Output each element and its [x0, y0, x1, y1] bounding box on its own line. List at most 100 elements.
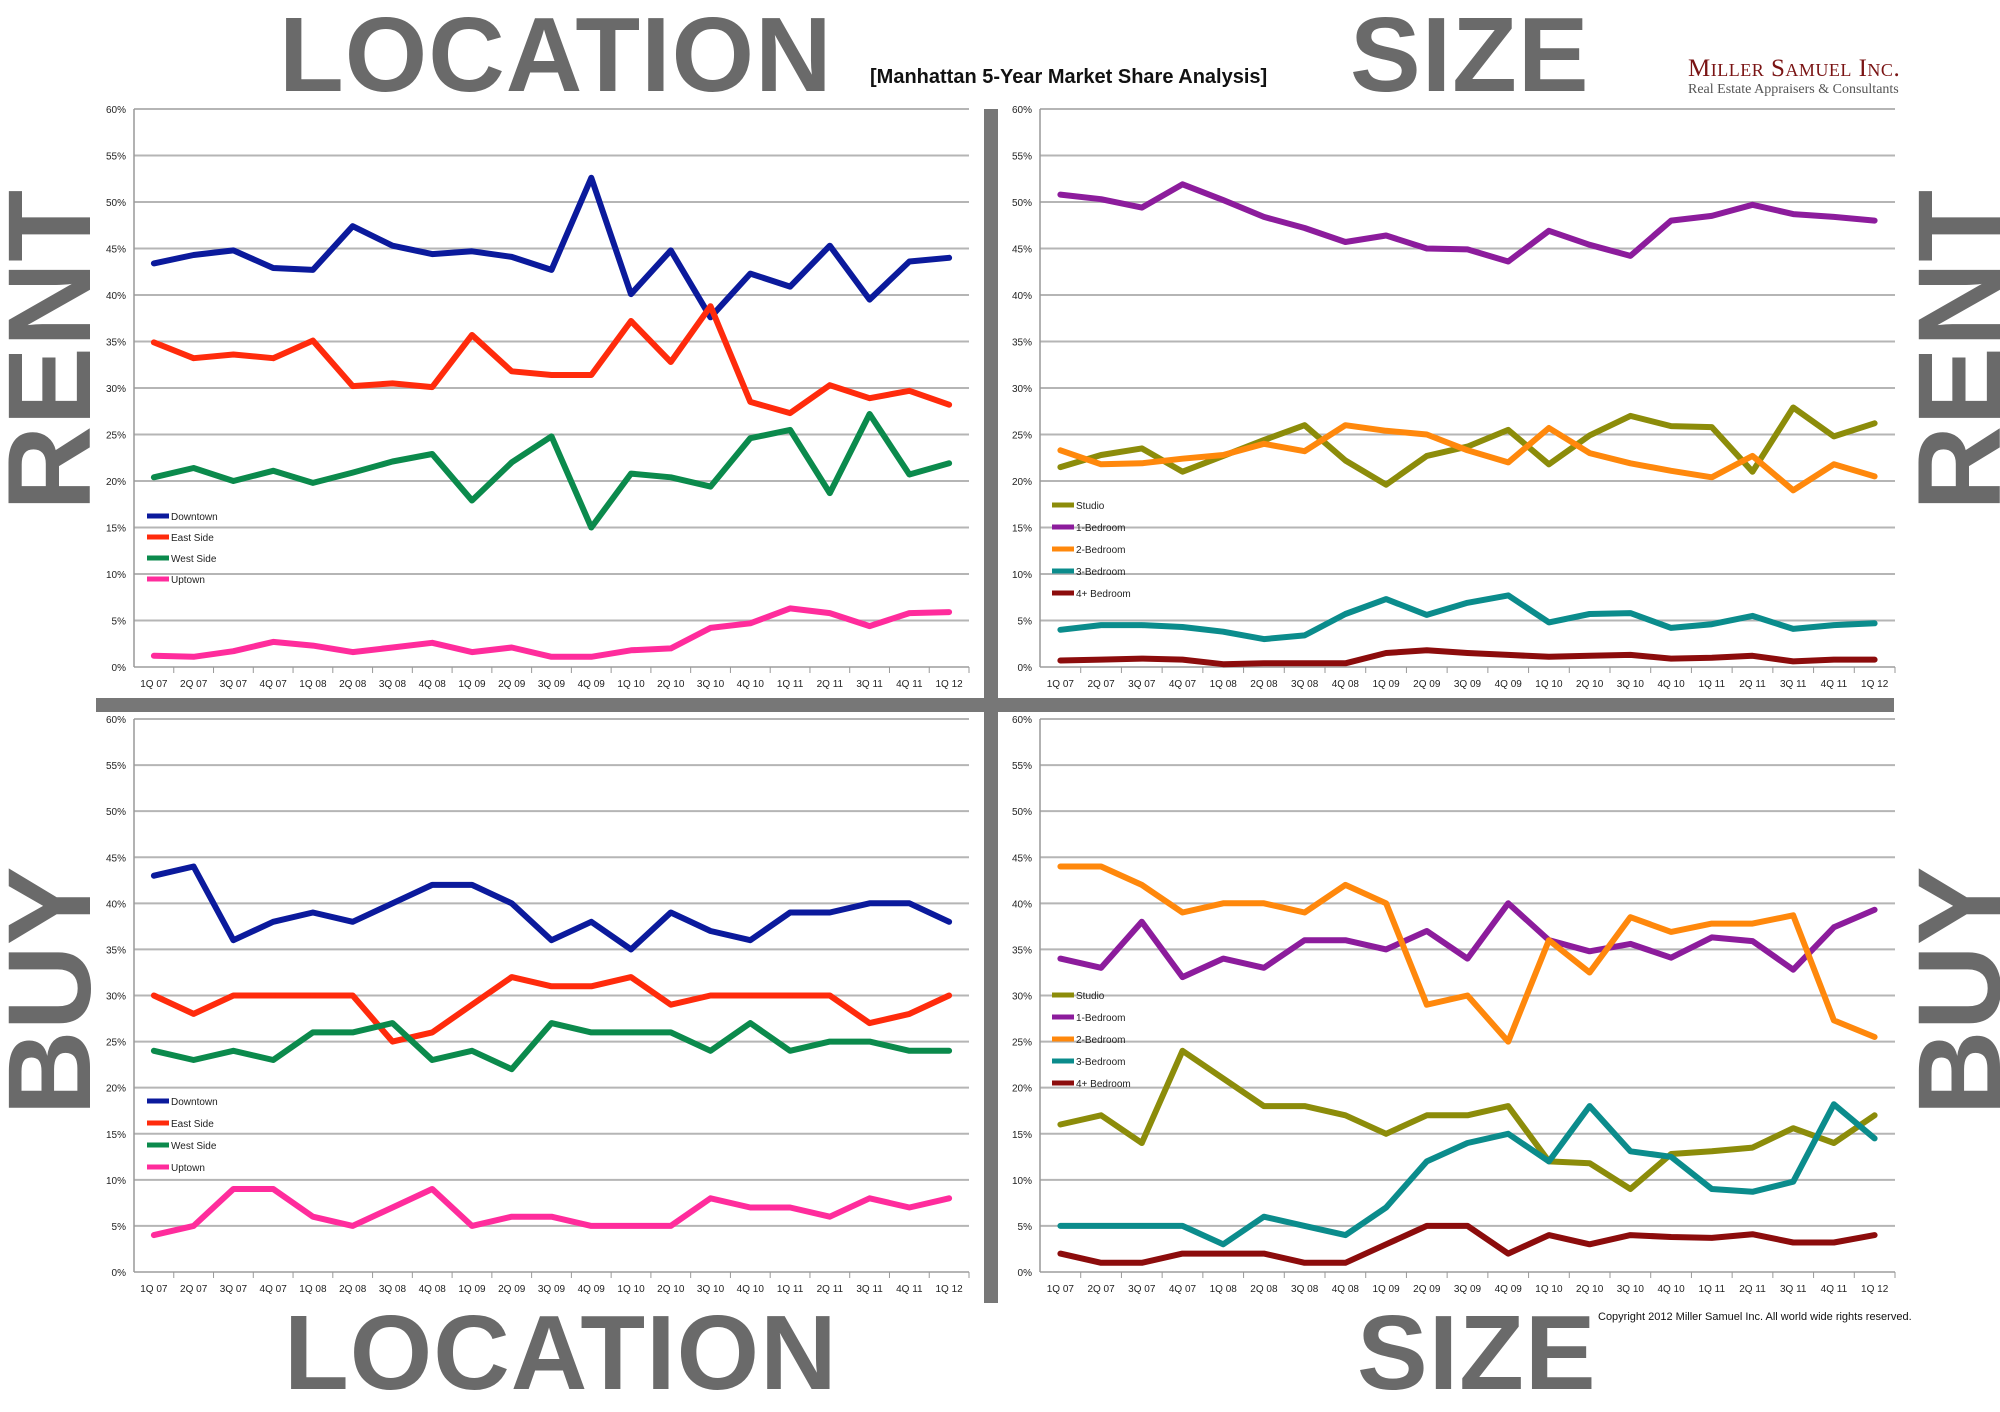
legend-label: 2-Bedroom	[1076, 545, 1125, 556]
series-line-uptown	[150, 1186, 953, 1239]
x-tick-label: 1Q 08	[1210, 679, 1238, 690]
data-point	[747, 993, 753, 998]
data-point	[230, 937, 236, 943]
data-point	[946, 919, 952, 925]
data-point	[668, 910, 674, 916]
y-tick-label: 30%	[1012, 992, 1032, 1003]
data-point	[668, 1029, 674, 1035]
x-tick-label: 3Q 09	[1454, 679, 1482, 690]
data-point	[1302, 1223, 1308, 1229]
data-point	[827, 1039, 833, 1045]
data-point	[1302, 1260, 1308, 1266]
y-tick-label: 5%	[112, 617, 127, 628]
x-tick-label: 4Q 09	[1495, 679, 1523, 690]
data-point	[588, 1223, 594, 1229]
y-tick-label: 45%	[1012, 853, 1032, 864]
data-point	[1098, 657, 1104, 663]
data-point	[1505, 459, 1511, 465]
column-heading-size-top: SIZE	[1350, 0, 1590, 114]
data-point	[628, 1223, 634, 1229]
logo-name: Miller Samuel Inc.	[1688, 55, 1901, 82]
data-point	[668, 645, 674, 651]
data-point	[1342, 937, 1348, 943]
data-point	[1790, 1125, 1796, 1131]
data-point	[1831, 1240, 1837, 1246]
data-point	[1465, 246, 1470, 252]
data-point	[1424, 246, 1430, 251]
y-tick-label: 35%	[1012, 945, 1032, 956]
data-point	[588, 1029, 594, 1035]
data-point	[1302, 910, 1308, 916]
data-point	[191, 355, 197, 361]
data-point	[350, 649, 356, 655]
series-line-2-bedroom	[1057, 422, 1878, 494]
y-tick-label: 60%	[1012, 105, 1032, 116]
x-tick-label: 4Q 11	[1821, 679, 1848, 690]
x-tick-label: 1Q 07	[1047, 1284, 1075, 1295]
data-point	[549, 433, 554, 439]
data-point	[389, 644, 395, 650]
data-point	[1587, 611, 1593, 617]
data-point	[906, 471, 912, 477]
data-point	[1098, 863, 1104, 869]
data-point	[1750, 921, 1755, 927]
data-point	[509, 459, 515, 465]
data-point	[1261, 214, 1267, 220]
data-point	[1668, 929, 1674, 935]
y-tick-label: 10%	[106, 1176, 126, 1187]
y-tick-label: 5%	[1018, 1222, 1033, 1233]
data-point	[1505, 427, 1511, 433]
data-point	[1831, 461, 1837, 467]
data-point	[1180, 456, 1185, 462]
data-point	[668, 359, 674, 365]
x-tick-label: 4Q 08	[419, 679, 447, 690]
data-point	[1465, 993, 1470, 998]
data-point	[1342, 660, 1348, 666]
data-point	[1465, 447, 1470, 453]
row-heading-rent-left: RENT	[0, 189, 116, 511]
data-point	[946, 609, 952, 615]
x-tick-label: 1Q 12	[935, 679, 963, 690]
row-heading-buy-left: BUY	[0, 866, 116, 1116]
data-point	[787, 993, 793, 998]
y-tick-label: 0%	[112, 663, 127, 674]
data-point	[708, 1048, 714, 1054]
y-tick-label: 30%	[1012, 384, 1032, 395]
data-point	[1505, 652, 1511, 658]
data-point	[1627, 1186, 1633, 1192]
data-point	[509, 368, 515, 374]
x-tick-label: 4Q 10	[737, 679, 765, 690]
data-point	[708, 928, 714, 934]
data-point	[469, 248, 475, 254]
data-point	[270, 639, 276, 645]
data-point	[1098, 452, 1104, 458]
data-point	[1872, 218, 1878, 224]
data-point	[946, 402, 952, 408]
legend-label: 2-Bedroom	[1076, 1035, 1125, 1046]
data-point	[1342, 422, 1348, 428]
vertical-divider	[984, 109, 998, 1303]
data-point	[1220, 1075, 1226, 1081]
data-point	[1383, 946, 1389, 952]
data-point	[1872, 620, 1878, 626]
data-point	[310, 1029, 316, 1035]
y-tick-label: 5%	[112, 1222, 127, 1233]
data-point	[1872, 1135, 1878, 1141]
data-point	[1057, 1251, 1063, 1257]
y-tick-label: 15%	[106, 524, 126, 535]
x-tick-label: 2Q 09	[1413, 679, 1441, 690]
data-point	[708, 625, 714, 631]
data-point	[1180, 1048, 1185, 1054]
data-point	[827, 993, 833, 998]
data-point	[1627, 1148, 1633, 1154]
data-point	[350, 470, 356, 476]
series-line-east-side	[150, 974, 953, 1045]
data-point	[1220, 1241, 1226, 1247]
data-point	[1709, 474, 1715, 480]
data-point	[1709, 621, 1715, 627]
data-point	[628, 291, 634, 297]
data-point	[1587, 1160, 1593, 1166]
data-point	[1302, 448, 1308, 454]
